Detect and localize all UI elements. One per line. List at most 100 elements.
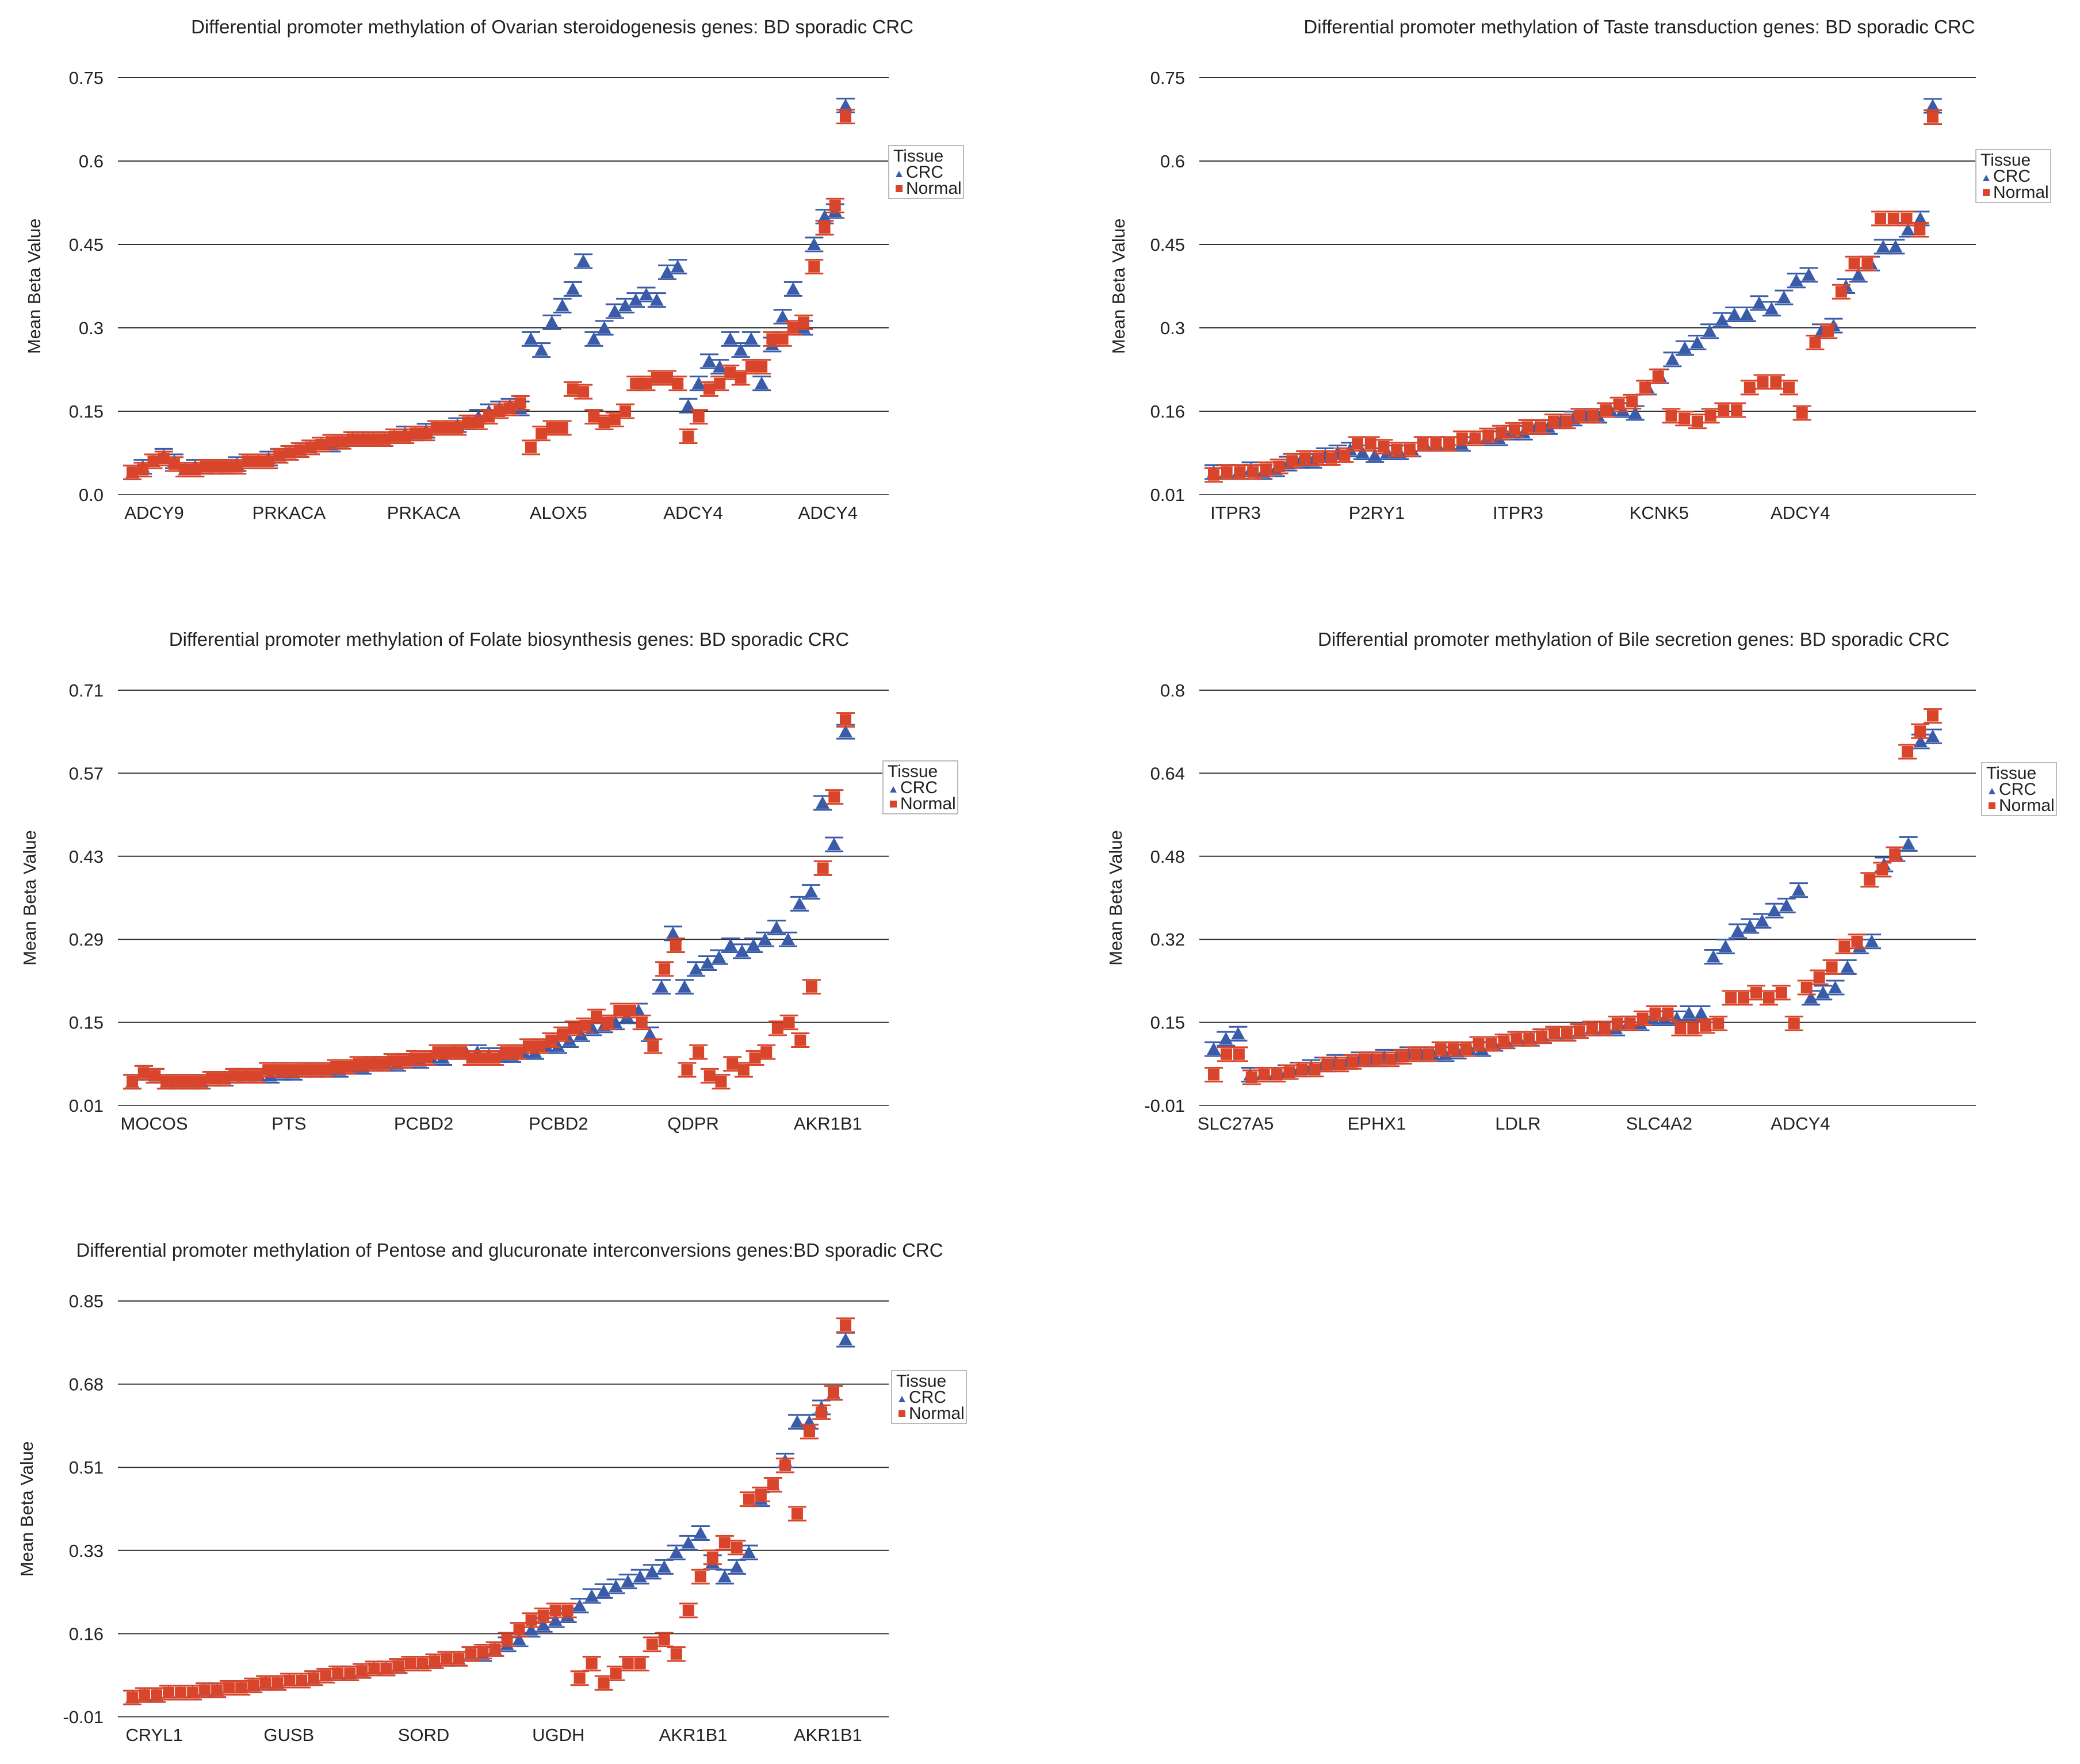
- chart-5-normal-point: [404, 1658, 416, 1670]
- chart-4-normal-point: [1447, 1043, 1459, 1055]
- chart-4-normal-point: [1851, 935, 1863, 947]
- chart-4-normal-point: [1296, 1063, 1308, 1076]
- chart-3-ytick-label: 0.43: [69, 847, 104, 867]
- chart-5-normal-point: [743, 1493, 755, 1505]
- chart-2-normal-point: [1600, 404, 1612, 416]
- chart-2-xtick-label: ITPR3: [1493, 503, 1543, 523]
- chart-1-crc-point: [534, 343, 549, 356]
- chart-4-crc-point: [1828, 980, 1842, 993]
- chart-3-crc-point: [655, 979, 668, 993]
- chart-3-normal-point: [183, 1076, 195, 1088]
- chart-2-crc-point: [1802, 267, 1816, 281]
- chart-2-xtick-label: ITPR3: [1210, 503, 1261, 523]
- chart-1-crc-point: [723, 332, 737, 345]
- chart-2-ytick-label: 0.75: [1150, 68, 1185, 88]
- chart-2-normal-point: [1796, 407, 1808, 419]
- chart-2-normal-point: [1770, 376, 1782, 388]
- chart-1-normal-point: [787, 322, 799, 334]
- chart-5-ytick-label: 0.68: [69, 1375, 104, 1395]
- chart-3-normal-point: [171, 1076, 183, 1088]
- chart-5-normal-point: [368, 1662, 380, 1674]
- chart-2-normal-point: [1325, 452, 1337, 464]
- chart-3-ytick-label: 0.71: [69, 680, 104, 701]
- chart-3-normal-point: [805, 981, 817, 993]
- chart-3-normal-point: [443, 1046, 456, 1058]
- chart-3-crc-point: [816, 795, 829, 809]
- chart-2-normal-point: [1469, 433, 1481, 445]
- chart-1-crc-point: [713, 359, 727, 373]
- chart-4-normal-point: [1838, 940, 1850, 952]
- chart-2-crc-point: [1851, 267, 1865, 281]
- chart-2-crc-point: [1690, 335, 1704, 349]
- chart-4-normal-point: [1889, 848, 1901, 860]
- chart-5-normal-point: [187, 1686, 199, 1698]
- chart-1-normal-point: [263, 456, 275, 467]
- chart-2-normal-point: [1691, 415, 1703, 427]
- chart-4-crc-point: [1682, 1006, 1696, 1019]
- chart-3-legend-normal-swatch: [890, 801, 897, 808]
- chart-1-normal-point: [567, 383, 579, 395]
- chart-2-crc-point: [1752, 296, 1767, 309]
- chart-4-normal-point: [1687, 1023, 1699, 1035]
- chart-2-ytick-label: 0.16: [1150, 401, 1185, 422]
- chart-1-normal-point: [819, 222, 831, 234]
- chart-5-crc-point: [572, 1598, 587, 1612]
- chart-3-normal-point: [579, 1019, 591, 1031]
- chart-2-normal-point: [1887, 212, 1899, 224]
- chart-3-xtick-label: MOCOS: [120, 1113, 188, 1134]
- chart-4-normal-point: [1586, 1023, 1598, 1035]
- chart-1-normal-point: [452, 422, 464, 434]
- chart-2-crc-point: [1727, 307, 1742, 320]
- chart-4-ytick-label: 0.15: [1150, 1013, 1185, 1033]
- chart-1-crc-point: [629, 293, 643, 306]
- chart-5-normal-point: [163, 1686, 175, 1698]
- chart-5-normal-point: [392, 1660, 404, 1672]
- chart-3-normal-point: [262, 1064, 274, 1076]
- chart-2-normal-point: [1914, 224, 1926, 236]
- chart-4-normal-point: [1914, 725, 1926, 737]
- chart-4-normal-point: [1700, 1020, 1712, 1032]
- chart-4-normal-point: [1385, 1053, 1397, 1065]
- chart-2-normal-point: [1783, 381, 1795, 393]
- chart-1-normal-point: [556, 422, 568, 434]
- chart-1-normal-point: [273, 450, 285, 462]
- chart-4-normal-point: [1422, 1048, 1434, 1060]
- chart-1-crc-point: [607, 304, 622, 317]
- chart-3-legend-crc-label: CRC: [900, 778, 938, 797]
- chart-3-normal-point: [239, 1070, 251, 1082]
- chart-3-normal-point: [556, 1028, 568, 1040]
- chart-1-crc-point: [649, 293, 664, 306]
- chart-1-crc-point: [523, 332, 538, 345]
- chart-4-normal-point: [1485, 1038, 1497, 1050]
- chart-1-normal-point: [630, 377, 642, 389]
- chart-4-normal-point: [1775, 986, 1787, 998]
- chart-4-normal-point: [1813, 971, 1825, 984]
- chart-3-normal-point: [771, 1022, 783, 1034]
- chart-2-normal-point: [1822, 325, 1834, 337]
- chart-1-normal-point: [662, 372, 673, 384]
- chart-1-normal-point: [210, 461, 222, 473]
- chart-2-legend-title: Tissue: [1980, 151, 2031, 170]
- chart-5-legend-title: Tissue: [896, 1372, 946, 1391]
- chart-1-normal-point: [651, 372, 663, 384]
- chart-3-legend-title: Tissue: [888, 762, 938, 781]
- chart-1-xtick-label: ALOX5: [530, 503, 587, 523]
- chart-1-crc-point: [755, 376, 769, 389]
- chart-2-normal-point: [1430, 438, 1442, 450]
- chart-1-legend-crc-label: CRC: [906, 163, 943, 182]
- chart-1-normal-point: [640, 377, 652, 389]
- chart-5-normal-point: [380, 1662, 392, 1674]
- chart-1-ytick-label: 0.6: [79, 151, 104, 171]
- chart-5-normal-point: [598, 1677, 610, 1689]
- chart-2-ytick-label: 0.01: [1150, 485, 1185, 505]
- chart-1-normal-point: [441, 422, 453, 434]
- chart-5-normal-point: [235, 1682, 247, 1694]
- chart-2-normal-point: [1221, 466, 1233, 478]
- chart-3-normal-point: [364, 1058, 376, 1070]
- chart-2-crc-point: [1764, 301, 1779, 315]
- chart-3-normal-point: [828, 791, 840, 803]
- chart-5-normal-point: [694, 1571, 706, 1583]
- chart-2-title: Differential promoter methylation of Tas…: [1303, 16, 1975, 37]
- chart-5-normal-point: [441, 1653, 453, 1665]
